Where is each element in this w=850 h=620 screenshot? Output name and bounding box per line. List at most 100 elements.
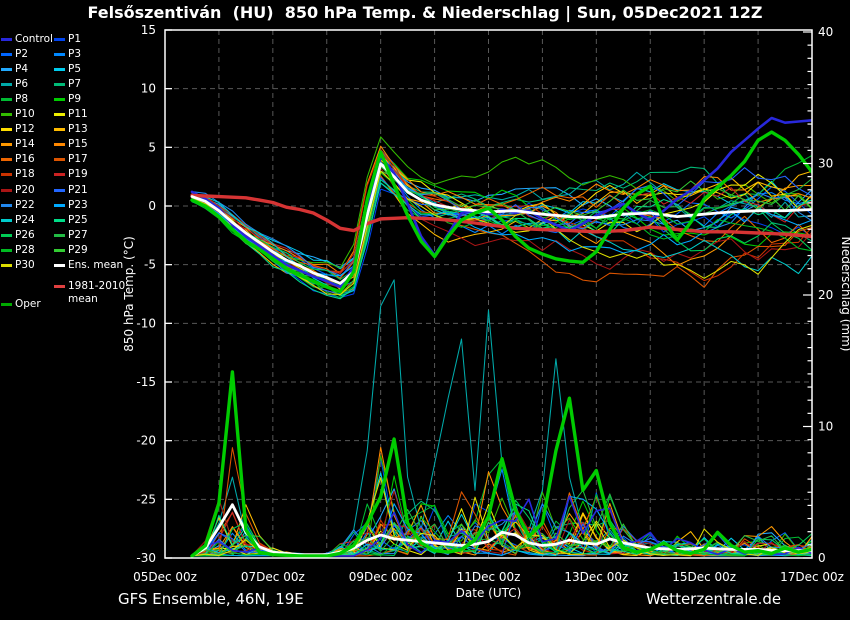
x-axis-tick-label: 15Dec 00z	[672, 570, 736, 584]
legend-item-p25: P25	[54, 214, 88, 227]
legend-swatch-p26	[1, 233, 12, 237]
legend-item-p26: P26	[1, 229, 35, 242]
legend-label: P1	[68, 33, 82, 45]
legend-item-p27: P27	[54, 229, 88, 242]
legend-item-p16: P16	[1, 153, 35, 166]
legend-swatch-p28	[1, 248, 12, 252]
right-axis-tick-label: 10	[818, 420, 833, 434]
legend-swatch-p2	[1, 53, 12, 57]
legend-item-p2: P2	[1, 48, 28, 61]
legend-label: Ens. mean	[68, 258, 124, 271]
legend-label: P17	[68, 153, 88, 166]
highlight-lines	[190, 116, 812, 558]
source-label: Wetterzentrale.de	[646, 590, 782, 608]
x-axis-tick-label: 13Dec 00z	[564, 570, 628, 584]
left-axis-tick-label: -20	[136, 434, 156, 448]
oper-precip-line	[190, 370, 812, 558]
legend-item-p18: P18	[1, 168, 35, 181]
legend-item-p28: P28	[1, 244, 35, 257]
legend-label: P20	[15, 183, 35, 196]
legend-label: 1981-2010 mean	[68, 280, 129, 305]
legend-item-oper: Oper	[1, 298, 41, 311]
legend-swatch-p23	[54, 203, 65, 207]
legend-item-p10: P10	[1, 108, 35, 121]
legend-swatch-p20	[1, 188, 12, 192]
legend-item-p3: P3	[54, 48, 81, 61]
legend-label: P18	[15, 168, 35, 181]
left-axis-tick-label: -30	[136, 551, 156, 565]
legend-swatch-p9	[54, 98, 65, 102]
legend-label: P30	[15, 258, 35, 271]
legend-label: P22	[15, 198, 35, 211]
legend-label: P5	[68, 63, 82, 76]
axes: 15 10 5 0 -5 -10 -15 -20 -25 -30 0 10 20 30 40 05Dec 00…	[122, 23, 850, 600]
legend-label: P21	[68, 183, 88, 196]
member-temp-line-p26	[191, 166, 812, 281]
legend-item-control: Control	[1, 33, 53, 46]
legend-item-p1: P1	[54, 33, 81, 46]
legend-swatch-p10	[1, 113, 12, 117]
legend-label: P15	[68, 138, 88, 151]
member-precip-line-p6	[191, 279, 812, 557]
climate-mean-line	[190, 193, 812, 239]
legend-swatch-1981-2010-mean	[54, 285, 65, 288]
plot-frame	[164, 29, 813, 559]
legend-swatch-p24	[1, 218, 12, 222]
legend-label: P9	[68, 93, 82, 106]
left-axis-tick-label: -25	[136, 492, 156, 506]
legend-swatch-p30	[1, 263, 12, 267]
right-axis-tick-label: 30	[818, 157, 833, 171]
left-axis-tick-label: 0	[148, 199, 156, 213]
legend-item-p6: P6	[1, 78, 28, 91]
left-axis-title: 850 hPa Temp. (°C)	[122, 236, 136, 352]
ensemble-member-lines	[191, 136, 812, 557]
legend-label: P7	[68, 78, 82, 91]
legend-label: P6	[15, 78, 29, 91]
legend-item-p7: P7	[54, 78, 81, 91]
gridlines	[165, 30, 812, 558]
model-info-label: GFS Ensemble, 46N, 19E	[118, 590, 304, 608]
legend-item-p15: P15	[54, 138, 88, 151]
ensemble-mean-temp-line	[190, 162, 812, 285]
legend-swatch-p29	[54, 248, 65, 252]
member-temp-line-p29	[191, 170, 812, 297]
x-axis-title: Date (UTC)	[456, 586, 522, 600]
legend-swatch-p16	[1, 158, 12, 162]
legend-swatch-p5	[54, 68, 65, 72]
x-axis-tick-label: 05Dec 00z	[133, 570, 197, 584]
legend-item-p4: P4	[1, 63, 28, 76]
legend-item-p20: P20	[1, 184, 35, 197]
legend-label: P27	[68, 228, 88, 241]
legend-swatch-oper	[1, 303, 12, 306]
legend-swatch-p25	[54, 218, 65, 222]
left-axis-tick-label: -15	[136, 375, 156, 389]
x-axis-tick-label: 11Dec 00z	[457, 570, 521, 584]
control-temp-line	[190, 116, 812, 289]
legend-item-1981-2010-mean: 1981-2010 mean	[54, 280, 134, 306]
legend-item-p29: P29	[54, 244, 88, 257]
legend-label: P29	[68, 243, 88, 256]
legend-label: P25	[68, 213, 88, 226]
oper-temp-line	[190, 130, 812, 294]
control-precip-line	[191, 495, 812, 557]
legend-swatch-p14	[1, 143, 12, 147]
legend-label: P12	[15, 123, 35, 136]
right-axis-tick-label: 40	[818, 25, 833, 39]
member-temp-line-p18	[191, 149, 812, 282]
legend-swatch-p3	[54, 53, 65, 57]
legend-label: P14	[15, 138, 35, 151]
legend-label: P2	[15, 48, 29, 61]
legend-item-p30: P30	[1, 259, 35, 272]
legend-swatch-ens-mean	[54, 263, 65, 267]
x-axis-tick-label: 07Dec 00z	[241, 570, 305, 584]
legend-label: P11	[68, 108, 88, 121]
legend-swatch-p6	[1, 83, 12, 87]
legend-item-p14: P14	[1, 138, 35, 151]
page-title: Felsőszentiván (HU) 850 hPa Temp. & Nied…	[87, 3, 763, 22]
legend-swatch-p18	[1, 173, 12, 177]
legend-label: P13	[68, 123, 88, 136]
right-axis-tick-label: 20	[818, 288, 833, 302]
legend: Control P1 P2 P3 P4 P5 P6 P7 P8 P9 P10 P11 P12 P13 P14…	[0, 0, 140, 330]
legend-swatch-p21	[54, 188, 65, 192]
